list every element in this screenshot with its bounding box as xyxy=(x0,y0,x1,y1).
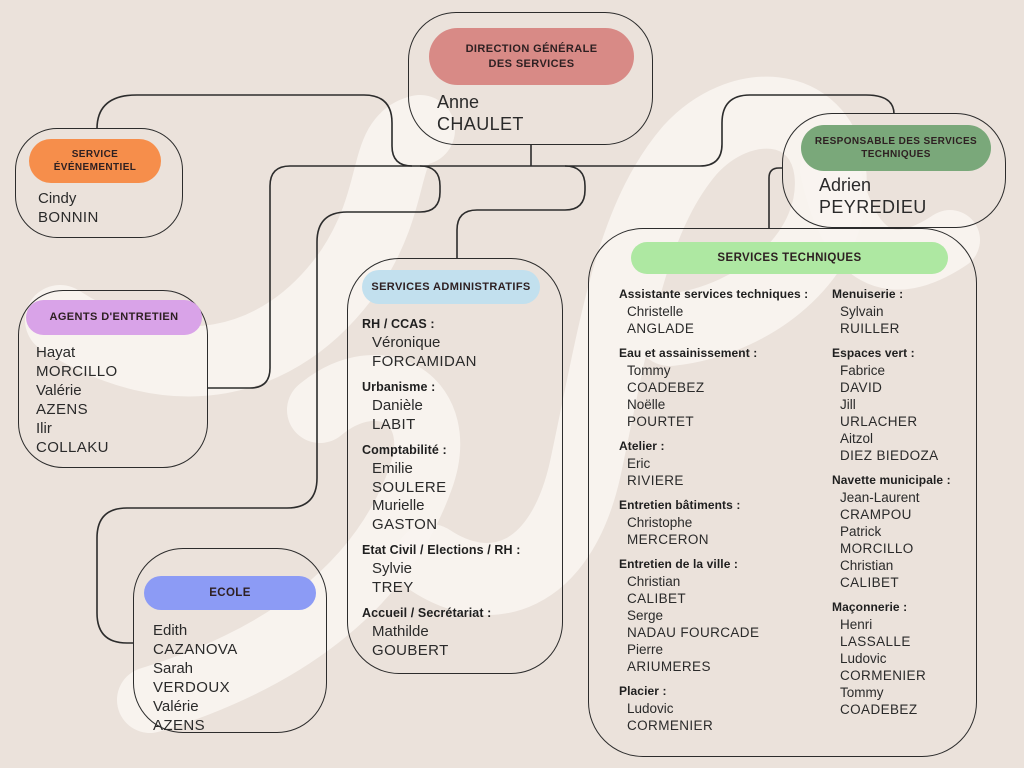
service-section: Entretien bâtiments : Christophe MERCERON xyxy=(619,498,827,548)
branch-techniques xyxy=(768,167,782,228)
person: Véronique FORCAMIDAN xyxy=(372,334,477,370)
ecole-members: Edith CAZANOVA Sarah VERDOUX Valérie AZENS xyxy=(153,621,238,735)
services-techniques-pill: SERVICES TECHNIQUES xyxy=(631,242,948,274)
box-agents-entretien: AGENTS D'ENTRETIEN Hayat MORCILLO Valérie… xyxy=(18,290,208,468)
person: Patrick MORCILLO xyxy=(840,524,914,556)
section-title: Comptabilité : xyxy=(362,443,447,457)
services-administratifs-pill: SERVICES ADMINISTRATIFS xyxy=(362,270,540,304)
service-section: Entretien de la ville : Christian CALIBET… xyxy=(619,557,827,675)
box-services-administratifs: SERVICES ADMINISTRATIFS RH / CCAS : Véro… xyxy=(347,258,563,674)
person: Mathilde GOUBERT xyxy=(372,623,449,659)
service-section: Maçonnerie : Henri LASSALLE Ludovic CORMEN… xyxy=(832,600,974,718)
person: Tommy COADEBEZ xyxy=(627,363,705,395)
person: Cindy BONNIN xyxy=(38,190,99,226)
section-title: Entretien de la ville : xyxy=(619,557,739,571)
service-section: Espaces vert : Fabrice DAVID Jill URLACHER xyxy=(832,346,974,464)
section-title: Entretien bâtiments : xyxy=(619,498,741,512)
person: Eric RIVIERE xyxy=(627,456,684,488)
person: Ilir COLLAKU xyxy=(36,420,109,456)
section-title: Assistante services techniques : xyxy=(619,287,809,301)
person: Emilie SOULERE xyxy=(372,460,447,496)
box-ecole: ECOLE Edith CAZANOVA Sarah VERDOUX Valérie… xyxy=(133,548,327,735)
service-section: Navette municipale : Jean-Laurent CRAMPOU… xyxy=(832,473,974,591)
section-title: Placier : xyxy=(619,684,667,698)
section-title: Navette municipale : xyxy=(832,473,951,487)
person: Noëlle POURTET xyxy=(627,397,695,429)
person: Serge NADAU FOURCADE xyxy=(627,608,760,640)
box-direction-generale: DIRECTION GÉNÉRALE DES SERVICES Anne CHAU… xyxy=(408,12,653,145)
section-title: Menuiserie : xyxy=(832,287,904,301)
person: Ludovic CORMENIER xyxy=(840,651,927,683)
person: Sarah VERDOUX xyxy=(153,660,230,696)
person: Edith CAZANOVA xyxy=(153,622,238,658)
techniques-left-column: Assistante services techniques : Christe… xyxy=(619,287,827,743)
person: Hayat MORCILLO xyxy=(36,344,118,380)
section-title: RH / CCAS : xyxy=(362,317,435,331)
section-title: Eau et assainissement : xyxy=(619,346,758,360)
person: Tommy COADEBEZ xyxy=(840,685,918,717)
service-section: Urbanisme : Danièle LABIT xyxy=(362,380,554,434)
person: Valérie AZENS xyxy=(153,698,206,734)
section-title: Espaces vert : xyxy=(832,346,915,360)
person: Murielle GASTON xyxy=(372,497,438,533)
person: Jill URLACHER xyxy=(840,397,918,429)
branch-admin xyxy=(456,165,586,258)
person: Christophe MERCERON xyxy=(627,515,709,547)
person: Sylvie TREY xyxy=(372,560,414,596)
box-services-techniques: SERVICES TECHNIQUES Assistante services … xyxy=(588,228,977,757)
admin-sections: RH / CCAS : Véronique FORCAMIDAN Urbanism… xyxy=(362,317,554,669)
person: Sylvain RUILLER xyxy=(840,304,900,336)
service-evenementiel-pill: SERVICE ÉVÉNEMENTIEL xyxy=(29,139,161,183)
section-title: Atelier : xyxy=(619,439,665,453)
person: Christian CALIBET xyxy=(627,574,687,606)
service-section: Placier : Ludovic CORMENIER xyxy=(619,684,827,734)
techniques-right-column: Menuiserie : Sylvain RUILLER Espaces vert… xyxy=(832,287,974,727)
person: Danièle LABIT xyxy=(372,397,423,433)
person: Anne CHAULET xyxy=(437,92,524,134)
person: Aitzol DIEZ BIEDOZA xyxy=(840,431,939,463)
person: Henri LASSALLE xyxy=(840,617,911,649)
person: Adrien PEYREDIEU xyxy=(819,175,927,217)
branch-ecole xyxy=(96,165,441,644)
section-title: Accueil / Secrétariat : xyxy=(362,606,492,620)
service-section: Etat Civil / Elections / RH : Sylvie TREY xyxy=(362,543,554,597)
trunk-and-branch-agents xyxy=(208,165,531,389)
person: Valérie AZENS xyxy=(36,382,89,418)
service-section: Eau et assainissement : Tommy COADEBEZ No… xyxy=(619,346,827,430)
section-title: Urbanisme : xyxy=(362,380,436,394)
person: Fabrice DAVID xyxy=(840,363,886,395)
ecole-pill: ECOLE xyxy=(144,576,316,610)
branch-evenementiel xyxy=(96,94,413,167)
service-section: Assistante services techniques : Christe… xyxy=(619,287,827,337)
service-section: Menuiserie : Sylvain RUILLER xyxy=(832,287,974,337)
person: Pierre ARIUMERES xyxy=(627,642,711,674)
service-section: Atelier : Eric RIVIERE xyxy=(619,439,827,489)
person: Jean-Laurent CRAMPOU xyxy=(840,490,920,522)
branch-responsable xyxy=(531,94,895,167)
direction-members: Anne CHAULET xyxy=(437,91,524,135)
box-responsable-techniques: RESPONSABLE DES SERVICES TECHNIQUES Adri… xyxy=(782,113,1006,228)
person: Ludovic CORMENIER xyxy=(627,701,714,733)
direction-generale-pill: DIRECTION GÉNÉRALE DES SERVICES xyxy=(429,28,634,85)
box-service-evenementiel: SERVICE ÉVÉNEMENTIEL Cindy BONNIN xyxy=(15,128,183,238)
agents-entretien-pill: AGENTS D'ENTRETIEN xyxy=(26,300,202,335)
section-title: Maçonnerie : xyxy=(832,600,908,614)
service-section: Accueil / Secrétariat : Mathilde GOUBERT xyxy=(362,606,554,660)
responsable-members: Adrien PEYREDIEU xyxy=(819,174,927,218)
responsable-techniques-pill: RESPONSABLE DES SERVICES TECHNIQUES xyxy=(801,125,991,171)
person: Christelle ANGLADE xyxy=(627,304,695,336)
evenementiel-members: Cindy BONNIN xyxy=(38,189,99,227)
person: Christian CALIBET xyxy=(840,558,900,590)
section-title: Etat Civil / Elections / RH : xyxy=(362,543,521,557)
service-section: RH / CCAS : Véronique FORCAMIDAN xyxy=(362,317,554,371)
agents-members: Hayat MORCILLO Valérie AZENS Ilir COLLAKU xyxy=(36,343,118,457)
service-section: Comptabilité : Emilie SOULERE Murielle GAS… xyxy=(362,443,554,534)
